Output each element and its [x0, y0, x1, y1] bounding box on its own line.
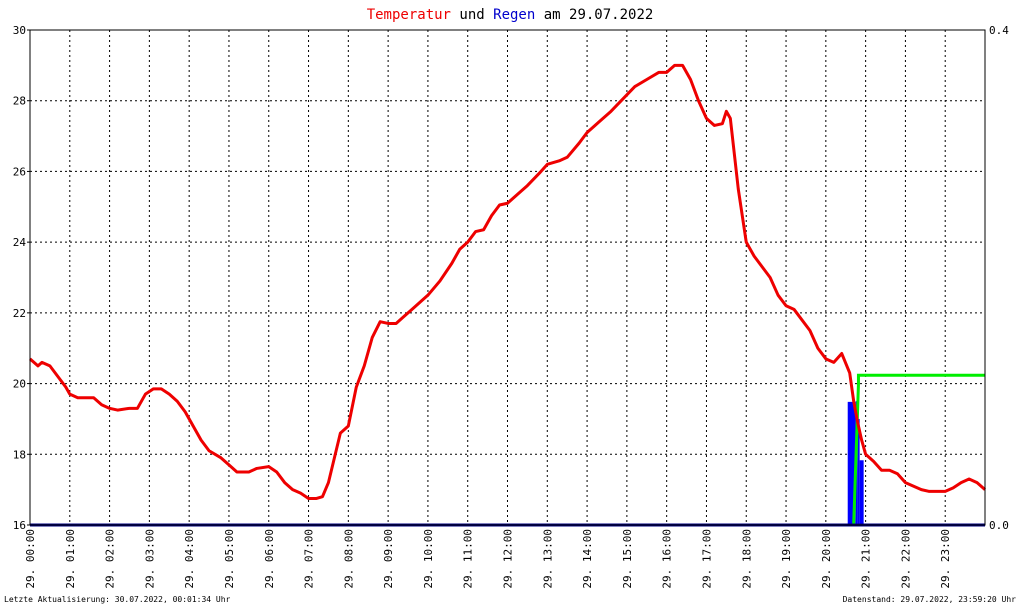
x-tick-label: 29. 12:00: [502, 529, 515, 589]
chart-title: Temperatur und Regen am 29.07.2022: [367, 7, 654, 23]
y-tick-label: 30: [13, 24, 26, 37]
y2-axis-ticks: 0.0 0.4: [989, 24, 1009, 532]
x-tick-label: 29. 02:00: [104, 529, 117, 589]
x-tick-label: 29. 03:00: [143, 529, 156, 589]
rain-bar: [847, 401, 856, 525]
x-tick-label: 29. 16:00: [661, 529, 674, 589]
title-and: und: [451, 7, 493, 23]
title-date: am 29.07.2022: [535, 7, 653, 23]
rain-bar: [859, 460, 864, 525]
x-tick-label: 29. 14:00: [581, 529, 594, 589]
x-tick-label: 29. 11:00: [462, 529, 475, 589]
x-tick-label: 29. 22:00: [899, 529, 912, 589]
x-tick-label: 29. 09:00: [382, 529, 395, 589]
x-tick-label: 29. 07:00: [303, 529, 316, 589]
x-axis-ticks: 29. 00:00 29. 01:00 29. 02:00 29. 03:00 29. …: [24, 529, 952, 589]
y2-tick-label: 0.4: [989, 24, 1009, 37]
rain-bar: [857, 418, 860, 525]
y-tick-label: 26: [13, 165, 26, 178]
y-tick-label: 22: [13, 307, 26, 320]
y2-tick-label: 0.0: [989, 519, 1009, 532]
x-tick-label: 29. 20:00: [820, 529, 833, 589]
x-tick-label: 29. 15:00: [621, 529, 634, 589]
x-tick-label: 29. 01:00: [64, 529, 77, 589]
temperature-line: [29, 63, 986, 500]
x-tick-label: 29. 10:00: [422, 529, 435, 589]
grid: [30, 30, 985, 525]
footer-data-status: Datenstand: 29.07.2022, 23:59:20 Uhr: [843, 595, 1017, 604]
x-tick-label: 29. 00:00: [24, 529, 37, 589]
x-tick-label: 29. 06:00: [263, 529, 276, 589]
plot-frame: [29, 29, 986, 526]
y-tick-label: 20: [13, 378, 26, 391]
x-tick-label: 29. 18:00: [740, 529, 753, 589]
x-tick-label: 29. 08:00: [342, 529, 355, 589]
x-tick-label: 29. 04:00: [183, 529, 196, 589]
title-rain: Regen: [493, 7, 535, 23]
footer-last-update: Letzte Aktualisierung: 30.07.2022, 00:01…: [4, 595, 231, 604]
rain-total-line: [852, 373, 985, 526]
x-tick-label: 29. 21:00: [860, 529, 873, 589]
x-tick-label: 29. 13:00: [541, 529, 554, 589]
x-tick-label: 29. 19:00: [780, 529, 793, 589]
y-axis-ticks: 16 18 20 22 24 26 28 30: [13, 24, 30, 532]
x-tick-label: 29. 17:00: [700, 529, 713, 589]
x-tick-label: 29. 23:00: [939, 529, 952, 589]
y-tick-label: 18: [13, 448, 26, 461]
title-temperature: Temperatur: [367, 7, 451, 23]
y-tick-label: 24: [13, 236, 27, 249]
x-tick-label: 29. 05:00: [223, 529, 236, 589]
y-tick-label: 16: [13, 519, 26, 532]
y-tick-label: 28: [13, 95, 26, 108]
